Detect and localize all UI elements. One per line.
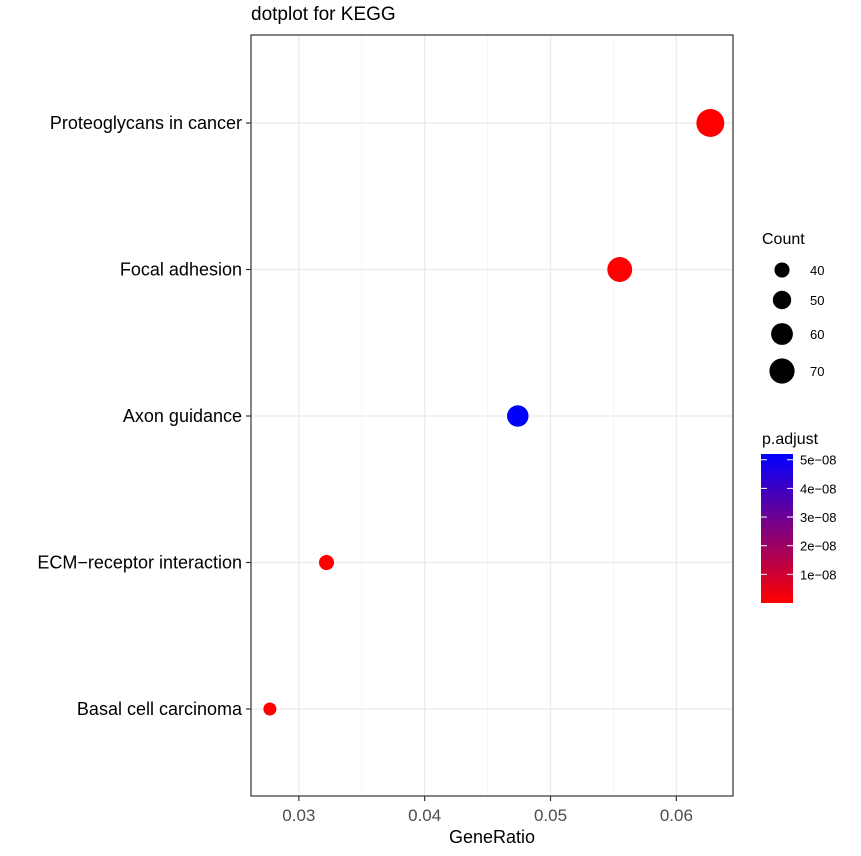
grid-layer — [251, 35, 733, 796]
count-legend-key — [771, 323, 793, 345]
padjust-color-legend: p.adjust 1e−08 2e−08 3e−08 4e−08 5e−08 — [761, 431, 837, 603]
count-legend-title: Count — [762, 231, 805, 248]
data-point — [696, 109, 725, 137]
y-tick-label: ECM−receptor interaction — [37, 553, 242, 573]
chart-title: dotplot for KEGG — [251, 4, 396, 25]
x-tick-label: 0.03 — [282, 806, 315, 825]
count-legend-key — [774, 262, 790, 278]
count-legend-key — [769, 358, 795, 384]
x-tick-label: 0.06 — [660, 806, 693, 825]
count-legend-label: 60 — [810, 327, 824, 342]
x-axis-title: GeneRatio — [449, 827, 535, 847]
data-point — [318, 554, 335, 571]
x-tick-label: 0.04 — [408, 806, 441, 825]
data-point — [607, 257, 633, 282]
count-legend-label: 40 — [810, 263, 824, 278]
count-legend-label: 70 — [810, 364, 824, 379]
x-tick-label: 0.05 — [534, 806, 567, 825]
y-tick-label: Basal cell carcinoma — [77, 699, 243, 719]
count-legend-label: 50 — [810, 293, 824, 308]
padjust-tick-label: 5e−08 — [800, 453, 837, 468]
padjust-tick-label: 3e−08 — [800, 510, 837, 525]
count-legend-key — [772, 290, 792, 310]
y-tick-label: Axon guidance — [123, 406, 242, 426]
data-point — [507, 405, 529, 427]
padjust-colorbar — [761, 454, 793, 603]
padjust-tick-label: 4e−08 — [800, 481, 837, 496]
y-tick-label: Focal adhesion — [120, 260, 242, 280]
count-size-legend: Count 40 50 60 70 — [762, 231, 824, 384]
padjust-legend-title: p.adjust — [762, 431, 819, 448]
y-tick-label: Proteoglycans in cancer — [50, 113, 242, 133]
points-layer — [263, 109, 725, 716]
padjust-tick-label: 1e−08 — [800, 567, 837, 582]
padjust-tick-label: 2e−08 — [800, 539, 837, 554]
axis-layer: 0.03 0.04 0.05 0.06 Proteoglycans in cancer F… — [37, 113, 693, 825]
data-point — [263, 702, 277, 716]
